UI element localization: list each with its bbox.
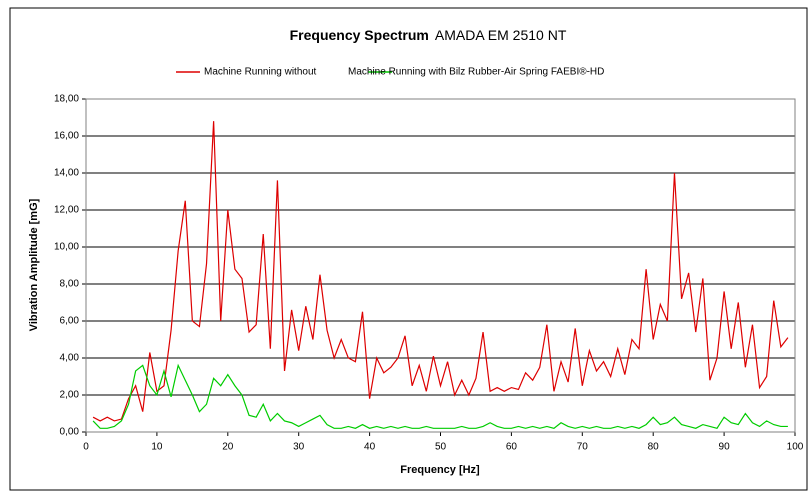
y-axis-label: Vibration Amplitude [mG] [28, 198, 40, 331]
chart-title: Frequency Spectrum [290, 27, 429, 43]
frame [9, 7, 808, 491]
x-tick-label: 90 [719, 442, 731, 453]
y-tick-label: 2,00 [60, 390, 80, 401]
legend-label: Machine Running with Bilz Rubber-Air Spr… [348, 67, 604, 78]
x-tick-label: 30 [293, 442, 305, 453]
legend-label: Machine Running without [204, 67, 317, 78]
y-tick-label: 18,00 [54, 94, 79, 105]
chart-subtitle: AMADA EM 2510 NT [435, 27, 567, 43]
x-tick-label: 20 [222, 442, 234, 453]
x-tick-label: 40 [364, 442, 376, 453]
x-tick-label: 60 [506, 442, 518, 453]
x-tick-label: 70 [577, 442, 589, 453]
y-tick-label: 16,00 [54, 131, 79, 142]
y-tick-label: 0,00 [60, 427, 80, 438]
y-tick-label: 12,00 [54, 205, 79, 216]
plot-area [85, 98, 796, 433]
x-tick-label: 100 [787, 442, 804, 453]
x-tick-label: 50 [435, 442, 447, 453]
series-line [92, 363, 788, 429]
chart-title-line: Frequency Spectrum AMADA EM 2510 NT [290, 27, 567, 43]
y-tick-label: 6,00 [60, 316, 80, 327]
y-tick-label: 4,00 [60, 353, 80, 364]
x-tick-label: 10 [151, 442, 163, 453]
y-tick-label: 14,00 [54, 168, 79, 179]
series-line [92, 121, 789, 422]
y-tick-label: 10,00 [54, 242, 79, 253]
x-tick-label: 0 [83, 442, 89, 453]
y-tick-label: 8,00 [60, 279, 80, 290]
x-tick-label: 80 [648, 442, 660, 453]
x-axis-label: Frequency [Hz] [400, 464, 480, 476]
